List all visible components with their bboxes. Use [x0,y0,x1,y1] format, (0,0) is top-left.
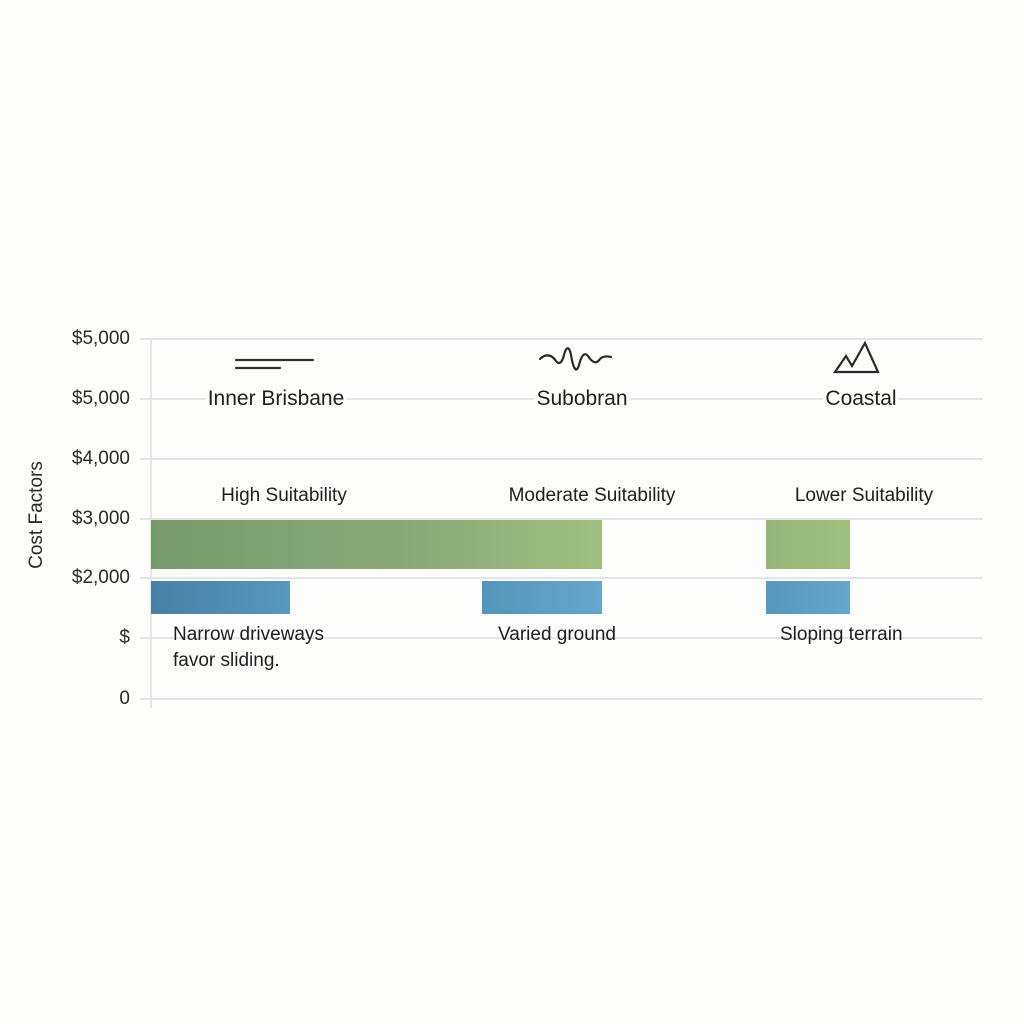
gridline [140,518,983,520]
note-inner-brisbane: Narrow driveways favor sliding. [173,624,324,671]
y-tick-label: $5,000 [71,388,130,409]
region-label-subobran: Subobran [534,387,630,411]
suitability-label-high: High Suitability [221,485,347,506]
gridline [140,338,983,340]
gridline [140,637,983,639]
gridline [140,458,983,460]
y-tick-label: $3,000 [71,508,130,529]
y-tick-label: $4,000 [71,448,130,469]
bar-suitability-inner-subobran [151,520,602,569]
note-subobran: Varied ground [498,624,616,645]
region-label-coastal: Coastal [823,387,899,411]
gridline [140,698,983,700]
y-tick-label: 0 [119,688,130,709]
mountain-icon [832,340,880,374]
bar-cost-subobran [482,581,602,614]
y-tick-label: $ [119,627,130,648]
y-axis-label: Cost Factors [26,461,47,569]
note-coastal: Sloping terrain [780,624,903,645]
wave-icon [538,347,613,371]
suitability-label-lower: Lower Suitability [794,485,934,506]
gridline [140,577,983,579]
bar-suitability-coastal [766,520,850,569]
region-label-inner-brisbane: Inner Brisbane [205,387,347,411]
y-tick-label: $2,000 [71,567,130,588]
bar-cost-coastal [766,581,850,614]
bar-cost-inner-brisbane [151,581,290,614]
parallel-lines-icon [234,358,315,370]
suitability-label-moderate: Moderate Suitability [508,485,676,506]
y-tick-label: $5,000 [71,328,130,349]
